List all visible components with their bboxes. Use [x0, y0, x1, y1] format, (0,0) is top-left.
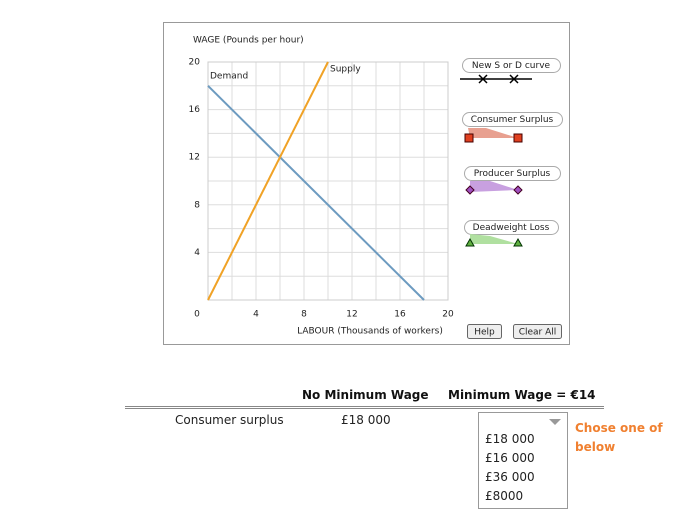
button-box[interactable]	[467, 324, 502, 339]
help-button[interactable]: Help	[467, 324, 502, 339]
column-header: Minimum Wage = €14	[448, 388, 596, 402]
tool-label[interactable]: New S or D curve	[472, 61, 551, 71]
tool-pill[interactable]	[462, 112, 563, 127]
tool-pill[interactable]	[462, 58, 561, 73]
instruction-note: Chose one of below	[575, 421, 663, 454]
button-label[interactable]: Help	[474, 328, 495, 338]
tool-label[interactable]: Deadweight Loss	[473, 223, 550, 233]
y-tick-label: 12	[189, 153, 200, 163]
x-tick-label: 0	[194, 310, 200, 320]
dropdown[interactable]	[478, 412, 568, 431]
tool-icon[interactable]	[465, 185, 523, 195]
y-tick-label: 20	[189, 58, 201, 68]
series-label: Supply	[330, 65, 361, 75]
tool-consumer-surplus[interactable]: Consumer Surplus	[462, 112, 563, 143]
tool-icon[interactable]	[468, 128, 518, 138]
x-tick-label: 12	[346, 310, 357, 320]
column-header: No Minimum Wage	[302, 388, 429, 402]
y-tick-label: 8	[194, 200, 200, 210]
button-label[interactable]: Clear All	[519, 328, 557, 338]
series-line	[207, 85, 425, 301]
tool-producer-surplus[interactable]: Producer Surplus	[464, 166, 561, 195]
y-tick-label: 16	[189, 105, 201, 115]
tool-new-curve[interactable]: New S or D curve	[460, 58, 561, 84]
y-axis-title: WAGE (Pounds per hour)	[193, 36, 304, 46]
tool-label[interactable]: Consumer Surplus	[471, 115, 554, 125]
dropdown-option[interactable]: £18 000	[485, 432, 535, 446]
tool-label[interactable]: Producer Surplus	[474, 169, 551, 179]
tool-icon[interactable]	[513, 133, 523, 143]
dropdown-option[interactable]: £8000	[485, 489, 524, 503]
row-value: £18 000	[341, 413, 391, 427]
button-box[interactable]	[513, 324, 562, 339]
tool-icon[interactable]	[470, 234, 518, 244]
tool-icon[interactable]	[464, 133, 474, 143]
y-tick-label: 4	[194, 248, 200, 258]
plot-area: 0 4 8 12 16 20 4 8 12 16 20 Demand Supply	[189, 58, 454, 320]
panel-border	[163, 22, 570, 345]
tool-deadweight-loss[interactable]: Deadweight Loss	[464, 220, 559, 247]
tool-icon[interactable]	[465, 237, 523, 247]
tool-pill[interactable]	[464, 220, 559, 235]
series-label: Demand	[210, 71, 248, 81]
x-tick-label: 16	[394, 310, 406, 320]
clear-all-button[interactable]: Clear All	[513, 324, 562, 339]
dropdown-list[interactable]: £18 000 £16 000 £36 000 £8000	[478, 430, 568, 509]
dropdown-option[interactable]: £36 000	[485, 470, 535, 484]
x-axis-title: LABOUR (Thousands of workers)	[297, 327, 443, 337]
dropdown-option[interactable]: £16 000	[485, 451, 535, 465]
arrow[interactable]	[549, 419, 561, 425]
tool-pill[interactable]	[464, 166, 561, 181]
row-label: Consumer surplus	[175, 413, 284, 427]
x-tick-label: 20	[442, 310, 454, 320]
tool-icon[interactable]	[478, 74, 519, 84]
header-rule	[125, 406, 604, 409]
dropdown-arrow[interactable]	[479, 413, 567, 430]
series-line	[207, 61, 329, 301]
chart-panel: WAGE (Pounds per hour) LABOUR (Thousands…	[163, 22, 570, 345]
tool-icon[interactable]	[470, 181, 518, 192]
x-tick-label: 8	[301, 310, 307, 320]
x-tick-label: 4	[253, 310, 259, 320]
